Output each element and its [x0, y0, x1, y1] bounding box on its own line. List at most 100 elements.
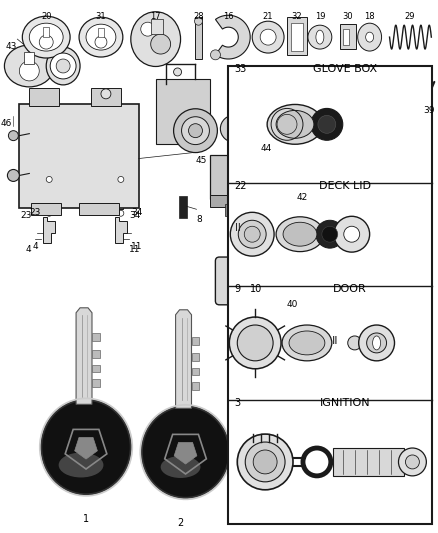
Circle shape — [230, 212, 274, 256]
Text: 17: 17 — [150, 12, 161, 21]
Circle shape — [19, 61, 39, 81]
Circle shape — [367, 333, 387, 353]
Bar — [287, 17, 307, 55]
Bar — [151, 19, 162, 34]
Text: 11: 11 — [131, 242, 142, 251]
Ellipse shape — [220, 115, 250, 143]
Bar — [343, 29, 349, 45]
Circle shape — [344, 226, 360, 242]
Ellipse shape — [276, 110, 314, 138]
Circle shape — [316, 220, 344, 248]
Bar — [155, 79, 210, 143]
Bar — [29, 88, 59, 106]
Text: 33: 33 — [234, 64, 247, 74]
Ellipse shape — [283, 222, 317, 246]
Text: 23: 23 — [20, 211, 31, 220]
Circle shape — [39, 35, 53, 49]
Bar — [31, 203, 61, 215]
Text: 40: 40 — [287, 300, 298, 309]
Ellipse shape — [41, 400, 131, 495]
Bar — [191, 368, 199, 375]
Bar — [19, 104, 139, 208]
Text: 4: 4 — [26, 245, 31, 254]
Bar — [43, 27, 49, 37]
Ellipse shape — [276, 217, 324, 252]
Circle shape — [253, 450, 277, 474]
Text: 11: 11 — [129, 245, 140, 254]
Text: 19: 19 — [314, 12, 325, 21]
Bar — [225, 204, 233, 216]
Circle shape — [260, 29, 276, 45]
Bar — [191, 337, 199, 345]
Bar — [92, 379, 100, 387]
Circle shape — [244, 226, 260, 242]
Circle shape — [211, 50, 220, 60]
Bar — [270, 204, 278, 216]
Bar — [255, 204, 263, 216]
Ellipse shape — [282, 325, 332, 361]
Circle shape — [141, 22, 155, 36]
Circle shape — [118, 211, 124, 216]
Circle shape — [406, 455, 420, 469]
Text: II: II — [235, 223, 241, 233]
Circle shape — [118, 176, 124, 182]
Text: 18: 18 — [364, 12, 375, 21]
Polygon shape — [115, 217, 127, 243]
Text: 31: 31 — [95, 12, 106, 21]
Circle shape — [194, 17, 202, 25]
Text: 16: 16 — [223, 12, 233, 21]
Circle shape — [95, 36, 107, 48]
Bar — [25, 52, 34, 64]
Polygon shape — [174, 442, 197, 464]
Text: 34: 34 — [131, 208, 142, 217]
Bar — [291, 23, 303, 51]
Bar — [179, 196, 187, 218]
Ellipse shape — [29, 23, 63, 51]
Text: 30: 30 — [343, 12, 353, 21]
Polygon shape — [74, 438, 97, 459]
Circle shape — [359, 325, 395, 361]
Ellipse shape — [142, 406, 230, 498]
Ellipse shape — [289, 331, 325, 355]
Text: 4: 4 — [32, 242, 38, 251]
Circle shape — [50, 53, 76, 79]
Circle shape — [245, 442, 285, 482]
Text: 39: 39 — [424, 106, 435, 115]
Circle shape — [151, 34, 171, 54]
Polygon shape — [176, 310, 191, 408]
Bar — [228, 66, 432, 524]
Polygon shape — [115, 183, 127, 209]
Text: 42: 42 — [297, 193, 308, 203]
Circle shape — [188, 124, 202, 138]
Text: 3: 3 — [234, 398, 240, 408]
Circle shape — [308, 25, 332, 49]
Bar — [92, 365, 100, 373]
Text: 8: 8 — [197, 215, 202, 224]
Circle shape — [173, 68, 182, 76]
Text: 9: 9 — [234, 284, 240, 294]
Text: 1: 1 — [83, 514, 89, 524]
Bar — [79, 203, 119, 215]
Bar — [191, 383, 199, 390]
Bar — [195, 17, 202, 59]
Circle shape — [303, 448, 331, 476]
Text: 22: 22 — [234, 181, 247, 191]
Circle shape — [182, 117, 209, 144]
Circle shape — [237, 434, 293, 490]
Bar — [98, 28, 104, 37]
Ellipse shape — [316, 30, 324, 44]
Polygon shape — [43, 183, 55, 209]
FancyBboxPatch shape — [215, 257, 275, 305]
Ellipse shape — [46, 47, 80, 85]
Text: 46: 46 — [1, 119, 12, 128]
Polygon shape — [43, 217, 55, 243]
Ellipse shape — [373, 336, 381, 350]
Circle shape — [311, 108, 343, 140]
Circle shape — [46, 211, 52, 216]
Text: 32: 32 — [292, 12, 302, 21]
Circle shape — [322, 226, 338, 242]
Text: 21: 21 — [263, 12, 273, 21]
Circle shape — [399, 448, 426, 476]
Bar — [340, 24, 356, 49]
Bar — [210, 155, 280, 199]
